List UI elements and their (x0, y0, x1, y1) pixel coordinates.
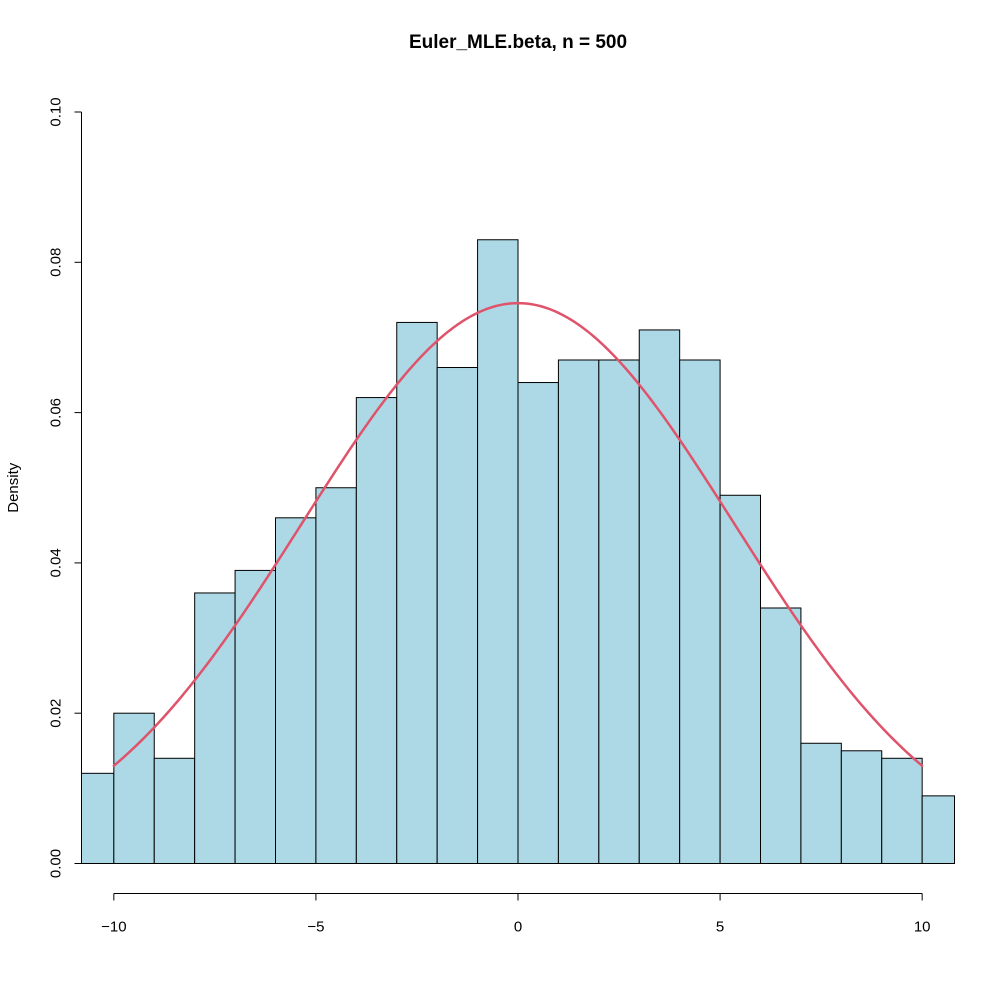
x-tick-label: 0 (514, 919, 522, 936)
histogram-bar (921, 795, 956, 864)
histogram-bar (153, 757, 196, 864)
histogram-bar (81, 772, 115, 865)
histogram-bar (234, 569, 276, 864)
y-tick-label: 0.02 (48, 699, 65, 728)
y-tick-label: 0.08 (48, 248, 65, 277)
histogram-bar (315, 487, 357, 864)
x-tick-label: 10 (914, 919, 931, 936)
x-tick-label: −10 (101, 919, 126, 936)
histogram-bar (355, 397, 398, 864)
histogram-bar (800, 742, 842, 865)
histogram-bar (760, 607, 802, 864)
histogram-bar (679, 359, 721, 864)
histogram-bar (436, 367, 479, 864)
y-tick-label: 0.10 (48, 97, 65, 126)
density-curve (112, 301, 924, 768)
histogram-bar (840, 750, 883, 865)
histogram-bar (719, 494, 761, 864)
histogram-bar (113, 712, 155, 865)
histogram-bar (881, 757, 923, 864)
histogram-bar (194, 592, 236, 865)
x-tick-label: 5 (716, 919, 724, 936)
y-axis-title: Density (5, 462, 22, 513)
y-axis: 0.00 0.02 0.04 0.06 0.08 0.10 (48, 97, 82, 878)
chart-title: Euler_MLE.beta, n = 500 (409, 32, 627, 53)
x-axis: −10 −5 0 5 10 (101, 893, 931, 936)
histogram-bar (557, 359, 600, 864)
y-tick-label: 0.06 (48, 398, 65, 427)
histogram-bar (638, 329, 681, 864)
density-curve-layer (112, 301, 924, 768)
histogram-bar (477, 239, 519, 864)
y-tick-label: 0.04 (48, 548, 65, 577)
y-tick-label: 0.00 (48, 849, 65, 878)
histogram-bar (598, 359, 640, 864)
histogram-bars (81, 239, 956, 865)
histogram-bar (275, 517, 317, 864)
histogram-bar (396, 321, 438, 865)
histogram-bar (517, 382, 559, 864)
x-tick-label: −5 (307, 919, 324, 936)
